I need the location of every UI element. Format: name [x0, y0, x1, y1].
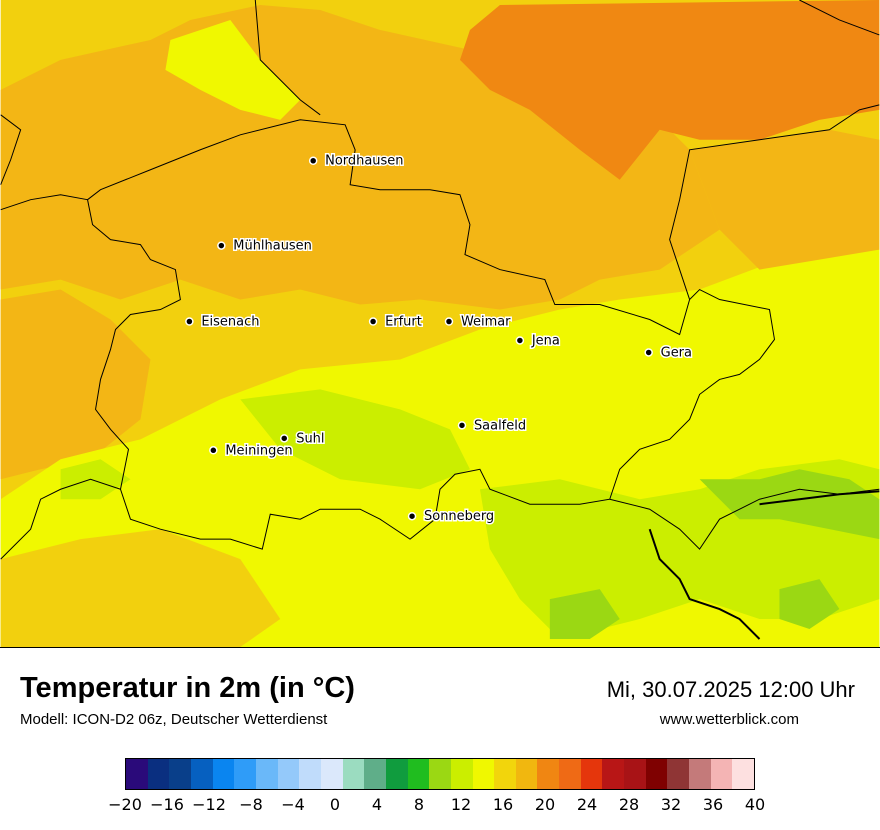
color-legend-swatch — [234, 759, 256, 789]
city-label-gera: Gera — [661, 345, 692, 360]
border-se — [609, 488, 880, 550]
temp-field-light-green-3 — [779, 579, 840, 630]
city-marker-nordhausen — [308, 156, 318, 165]
city-label-sonneberg: Sonneberg — [424, 509, 494, 524]
color-legend-swatch — [732, 759, 755, 789]
border-sw — [0, 478, 121, 560]
color-legend-tick-label: −8 — [239, 795, 263, 814]
border-se-bold — [648, 528, 761, 640]
color-legend-tick-label: 40 — [744, 795, 766, 814]
city-label-erfurt: Erfurt — [385, 314, 422, 329]
color-legend-tick-label: 16 — [492, 795, 514, 814]
color-legend-swatch — [429, 759, 451, 789]
color-legend-swatch — [255, 759, 278, 789]
color-legend-tick-label: 24 — [576, 795, 598, 814]
city-marker-jena — [515, 336, 525, 345]
city-label-nordhausen: Nordhausen — [325, 154, 403, 169]
city-marker-saalfeld — [457, 421, 467, 430]
color-legend-swatch — [169, 759, 191, 789]
color-legend-swatch — [450, 759, 473, 789]
city-label-eisenach: Eisenach — [201, 314, 259, 329]
city-marker-gera — [644, 348, 653, 357]
color-legend-swatch — [559, 759, 581, 789]
map-title: Temperatur in 2m (in °C) — [20, 672, 355, 704]
color-legend-swatch — [147, 759, 170, 789]
city-marker-suhl — [279, 434, 289, 443]
color-legend-tick-label: 4 — [371, 795, 383, 814]
temp-field-yellow-green — [240, 389, 470, 490]
border-east — [669, 104, 880, 300]
color-legend-ticks: −20 −16 −12 −8 −4 0 4 8 12 16 20 24 28 32 36 40 — [0, 792, 880, 822]
color-legend-tick-label: −16 — [150, 795, 184, 814]
state-border — [86, 119, 776, 550]
forecast-datetime: Mi, 30.07.2025 12:00 Uhr — [606, 677, 855, 702]
color-legend-swatch — [472, 759, 495, 789]
border-north — [254, 0, 321, 116]
color-legend-swatch — [624, 759, 646, 789]
city-marker-muehlhausen — [217, 241, 226, 250]
color-legend-tick-label: 0 — [329, 795, 341, 814]
temp-field-orange-dark — [459, 0, 880, 180]
border-ne — [799, 0, 880, 36]
color-legend-swatch — [515, 759, 538, 789]
temp-field-yellow-north — [165, 19, 301, 120]
city-marker-meiningen — [209, 446, 218, 455]
border-west — [0, 114, 22, 185]
temp-field-light-green-2 — [549, 589, 620, 640]
color-legend-tick-label: 36 — [702, 795, 724, 814]
border-west-2 — [0, 194, 88, 211]
color-legend-bar — [125, 758, 755, 790]
color-legend-swatch — [537, 759, 560, 789]
model-subtitle: Modell: ICON-D2 06z, Deutscher Wetterdie… — [20, 711, 328, 728]
color-legend-swatch — [190, 759, 213, 789]
color-legend-tick-label: −20 — [108, 795, 142, 814]
color-legend-swatch — [580, 759, 603, 789]
temp-field-yellow-green-west — [60, 459, 131, 500]
website-label: www.wetterblick.com — [659, 711, 799, 728]
city-label-saalfeld: Saalfeld — [474, 418, 526, 433]
city-label-meiningen: Meiningen — [225, 443, 292, 458]
color-legend-swatch — [689, 759, 711, 789]
temp-field-light-green — [699, 469, 880, 540]
color-legend-swatch — [385, 759, 408, 789]
temp-field-orange-sw — [0, 529, 281, 647]
city-marker-weimar — [444, 317, 454, 326]
city-marker-sonneberg — [407, 511, 417, 521]
color-legend-swatch — [320, 759, 343, 789]
city-label-muehlhausen: Mühlhausen — [233, 239, 312, 254]
color-legend-tick-label: 20 — [534, 795, 556, 814]
city-marker-eisenach — [185, 317, 194, 326]
color-legend-tick-label: 32 — [660, 795, 682, 814]
color-legend-swatch — [494, 759, 516, 789]
color-legend-swatch — [299, 759, 321, 789]
color-legend-tick-label: −12 — [192, 795, 226, 814]
color-legend-swatch — [710, 759, 733, 789]
city-label-suhl: Suhl — [296, 431, 324, 446]
color-legend-tick-label: 8 — [413, 795, 425, 814]
color-legend-swatch — [645, 759, 668, 789]
temperature-map: Nordhausen Mühlhausen Eisenach Erfurt Weimar… — [0, 0, 880, 648]
color-legend-swatch — [277, 759, 300, 789]
color-legend-swatch — [602, 759, 625, 789]
color-legend-tick-label: 12 — [450, 795, 472, 814]
city-label-weimar: Weimar — [461, 314, 511, 329]
color-legend-swatch — [212, 759, 235, 789]
color-legend-swatch — [667, 759, 690, 789]
border-east-bold — [759, 490, 880, 506]
color-legend-swatch — [342, 759, 365, 789]
color-legend-swatch — [126, 759, 148, 789]
city-label-jena: Jena — [531, 333, 560, 348]
temp-field-orange-east — [689, 129, 880, 270]
color-legend-swatch — [364, 759, 386, 789]
color-legend-tick-label: −4 — [281, 795, 305, 814]
city-marker-erfurt — [368, 317, 378, 326]
color-legend-tick-label: 28 — [618, 795, 640, 814]
color-legend-swatch — [407, 759, 430, 789]
